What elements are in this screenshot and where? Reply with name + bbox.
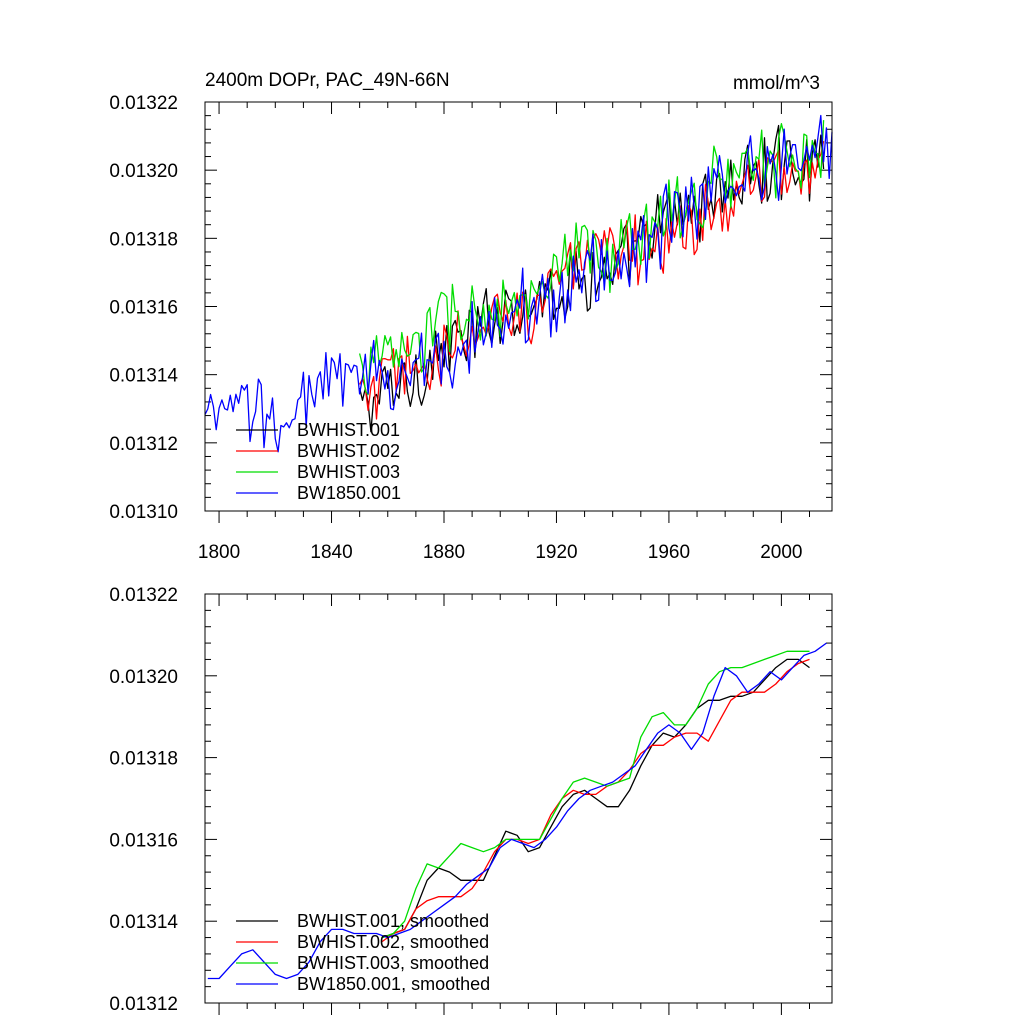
- top-legend-label: BW1850.001: [297, 483, 401, 503]
- top-y-tick-label: 0.01320: [109, 161, 178, 182]
- top-plot-frame: [204, 101, 833, 512]
- top-x-tick-label: 1920: [535, 542, 577, 563]
- bottom-legend-label: BWHIST.003, smoothed: [297, 953, 489, 973]
- bottom-y-tick-label: 0.01312: [109, 994, 178, 1015]
- bottom-legend-label: BWHIST.002, smoothed: [297, 932, 489, 952]
- chart-units: mmol/m^3: [733, 73, 820, 94]
- bottom-legend-label: BW1850.001, smoothed: [297, 974, 490, 994]
- bottom-series-line-3: [381, 650, 810, 939]
- bottom-y-tick-label: 0.01316: [109, 830, 178, 851]
- top-x-tick-label: 1800: [198, 542, 240, 563]
- bottom-panel: 0.01312 0.01314 0.01316 0.01318 0.01320 0.013…: [109, 585, 833, 1015]
- bottom-series-line-1: [381, 658, 810, 939]
- top-series-line-1: [358, 124, 825, 433]
- top-x-tick-label: 1880: [423, 542, 465, 563]
- top-legend-label: BWHIST.001: [297, 420, 400, 440]
- bottom-series-group: [207, 642, 827, 980]
- bottom-plot-frame: [204, 593, 833, 1004]
- top-x-tick-label: 2000: [760, 542, 802, 563]
- top-y-tick-label: 0.01314: [109, 366, 178, 387]
- bottom-series-line-2: [381, 658, 810, 943]
- bottom-y-tick-label: 0.01314: [109, 912, 178, 933]
- top-x-tick-label: 1840: [310, 542, 352, 563]
- top-y-tick-label: 0.01322: [109, 93, 178, 114]
- top-series-group: [204, 114, 833, 453]
- top-y-tick-label: 0.01318: [109, 229, 178, 250]
- top-legend-label: BWHIST.002: [297, 441, 400, 461]
- top-series-line-4: [204, 114, 833, 453]
- bottom-y-tick-label: 0.01320: [109, 667, 178, 688]
- top-y-tick-label: 0.01316: [109, 298, 178, 319]
- top-ticks: 0.01310 0.01312 0.01314 0.01316 0.01318 0.013…: [109, 93, 832, 563]
- bottom-legend-label: BWHIST.001, smoothed: [297, 911, 489, 931]
- bottom-series-line-4: [207, 642, 827, 980]
- bottom-y-tick-label: 0.01322: [109, 585, 178, 606]
- bottom-y-tick-label: 0.01318: [109, 749, 178, 770]
- top-y-tick-label: 0.01312: [109, 434, 178, 455]
- chart-title: 2400m DOPr, PAC_49N-66N: [205, 70, 450, 91]
- top-x-tick-label: 1960: [648, 542, 690, 563]
- top-panel: 2400m DOPr, PAC_49N-66N mmol/m^3 0.01310…: [109, 70, 833, 563]
- top-legend-label: BWHIST.003: [297, 462, 400, 482]
- top-y-tick-label: 0.01310: [109, 502, 178, 523]
